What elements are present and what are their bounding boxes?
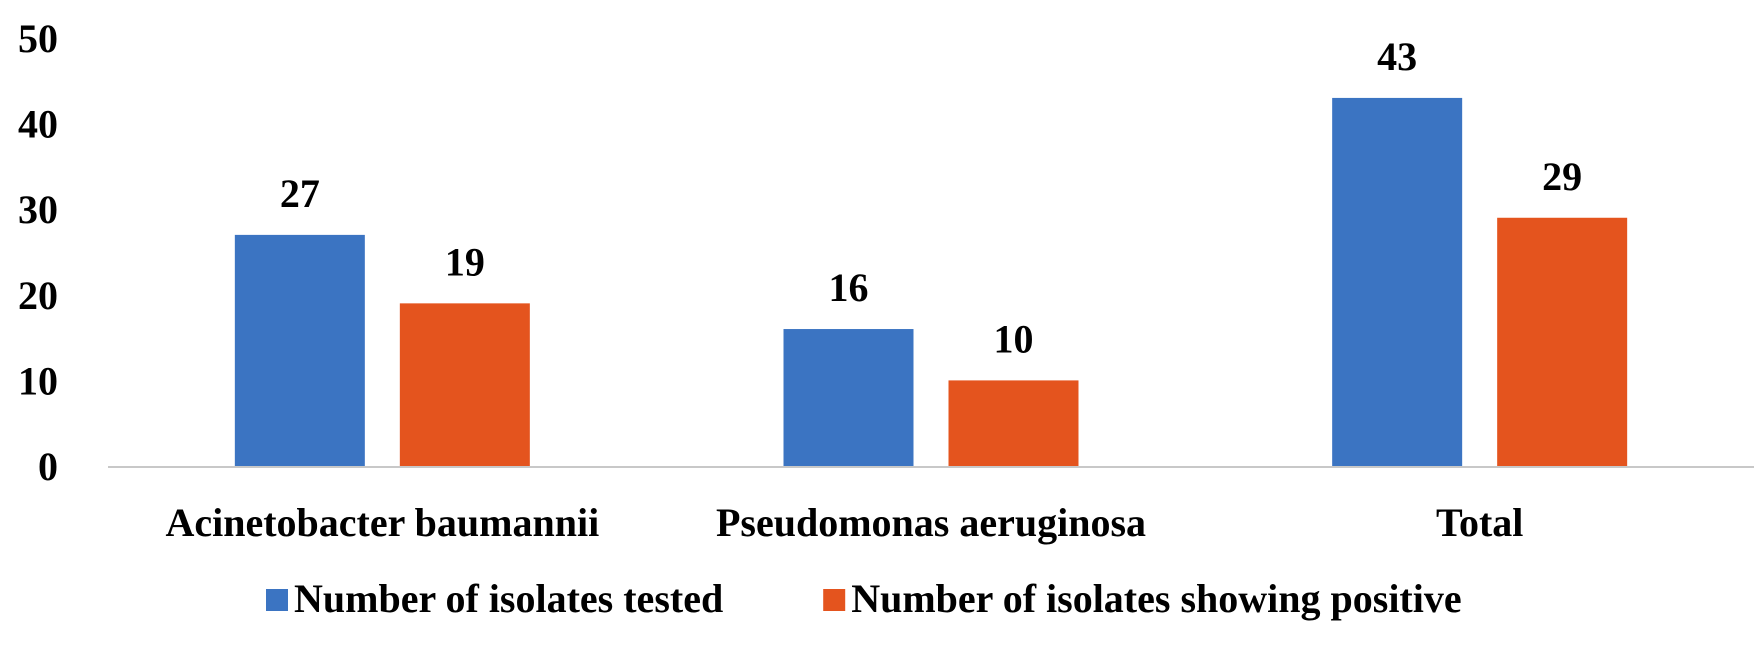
y-tick-label: 30 [18,187,58,232]
bars-group [234,97,1628,467]
category-label: Total [1436,500,1523,545]
bar [1332,97,1463,467]
legend-label: Number of isolates tested [294,576,723,621]
data-label: 27 [280,171,320,216]
y-tick-label: 0 [38,444,58,489]
y-tick-label: 50 [18,16,58,61]
category-labels-group: Acinetobacter baumannii Pseudomonas aerug… [165,500,1523,545]
data-labels-group: 27 19 16 10 43 29 [280,34,1582,361]
data-label: 29 [1542,154,1582,199]
bar [948,380,1079,466]
legend-swatch [823,589,846,611]
y-tick-label: 40 [18,102,58,147]
legend-label: Number of isolates showing positive [851,576,1461,621]
y-axis-ticks: 0 10 20 30 40 50 [18,16,58,489]
data-label: 16 [829,265,869,310]
bar [1497,217,1628,466]
category-label: Acinetobacter baumannii [165,500,599,545]
bar [234,234,365,466]
legend: Number of isolates tested Number of isola… [266,576,1462,621]
legend-swatch [266,589,288,611]
y-tick-label: 10 [18,358,58,403]
data-label: 19 [445,239,485,284]
data-label: 10 [994,316,1034,361]
bar [783,329,914,466]
category-label: Pseudomonas aeruginosa [716,500,1146,545]
y-tick-label: 20 [18,273,58,318]
data-label: 43 [1377,34,1417,79]
bar [399,303,530,466]
